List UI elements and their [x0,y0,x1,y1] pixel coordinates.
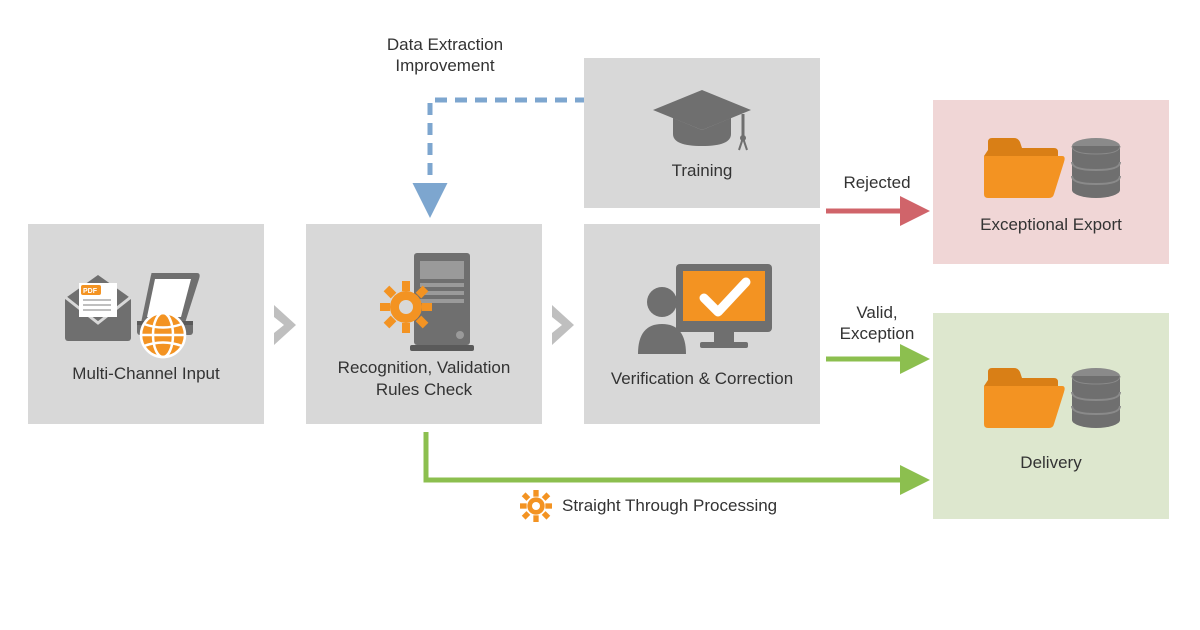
graduation-cap-icon [647,84,757,154]
diagram-canvas: PDF [0,0,1200,630]
box-multichannel-input: PDF [28,224,264,424]
label-data-extraction-improvement: Data Extraction Improvement [360,34,530,77]
recognition-server-icon [364,247,484,357]
verification-monitor-icon [622,258,782,368]
box-recognition: Recognition, Validation Rules Check [306,224,542,424]
svg-text:PDF: PDF [83,288,98,295]
stp-text: Straight Through Processing [562,495,777,516]
gear-icon [520,490,552,522]
chevron-2 [548,303,580,347]
box-exceptional-export: Exceptional Export [933,100,1169,264]
arrow-stp [426,432,924,480]
box-delivery: Delivery [933,313,1169,519]
box-label: Exceptional Export [972,214,1130,236]
box-training: Training [584,58,820,208]
box-verification: Verification & Correction [584,224,820,424]
box-label: Multi-Channel Input [64,363,227,385]
label-rejected: Rejected [832,172,922,193]
folder-database-icon [976,128,1126,208]
folder-database-icon [976,358,1126,438]
box-label: Delivery [1012,452,1089,474]
box-label: Training [664,160,741,182]
box-label: Verification & Correction [603,368,801,390]
multichannel-input-icon: PDF [61,263,231,363]
arrow-feedback-dashed [430,100,587,204]
chevron-1 [270,303,302,347]
box-label: Recognition, Validation Rules Check [306,357,542,401]
label-valid-exception: Valid, Exception [832,302,922,345]
label-straight-through-processing: Straight Through Processing [520,490,777,522]
